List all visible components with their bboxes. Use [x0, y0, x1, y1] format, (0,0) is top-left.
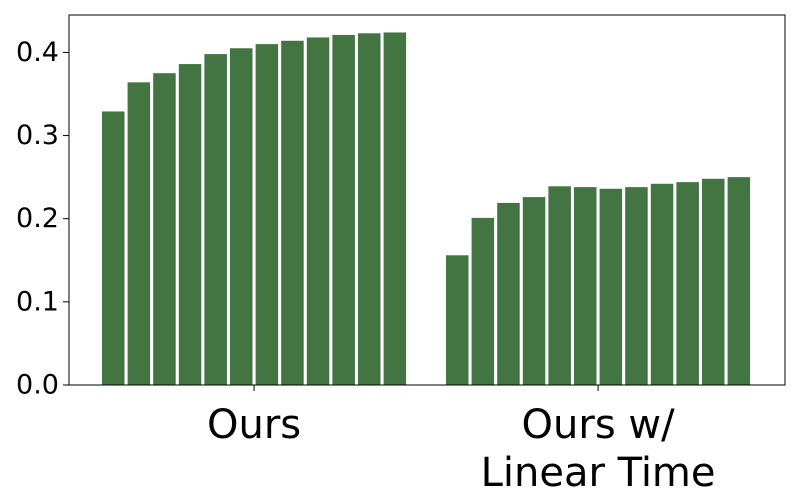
- y-tick-label: 0.0: [16, 370, 59, 401]
- bar-g2-1: [446, 255, 469, 385]
- x-axis: Ours Ours w/Linear Time: [207, 385, 716, 496]
- bar-g1-6: [230, 48, 253, 386]
- y-tick-label: 0.1: [16, 286, 59, 317]
- bar-g1-2: [127, 82, 151, 385]
- bar-g2-7: [599, 188, 623, 385]
- bar-g1-10: [332, 34, 355, 386]
- bar-g1-11: [358, 33, 381, 385]
- bar-g2-12: [727, 177, 751, 385]
- bar-g1-7: [255, 44, 279, 385]
- bar-g2-2: [471, 217, 495, 385]
- y-tick-label: 0.4: [16, 37, 59, 68]
- bar-g1-1: [102, 111, 125, 386]
- group-label: Ours w/: [522, 402, 676, 448]
- group-label: Linear Time: [481, 450, 716, 496]
- y-axis: 0.0 0.1 0.2 0.3 0.4: [16, 37, 69, 401]
- bar-g2-9: [650, 183, 674, 385]
- bar-g2-4: [522, 197, 546, 385]
- bar-g1-12: [383, 32, 407, 386]
- bar-g2-5: [548, 186, 571, 385]
- bars-layer: [102, 32, 751, 386]
- group-label: Ours: [207, 402, 301, 448]
- bar-g2-6: [574, 187, 597, 385]
- bar-g2-11: [702, 178, 725, 385]
- bar-g1-4: [178, 64, 202, 385]
- bar-g2-3: [497, 202, 520, 385]
- bar-g2-10: [676, 182, 699, 385]
- y-tick-label: 0.2: [16, 203, 59, 234]
- plot-frame: [68, 14, 786, 386]
- bar-g2-8: [625, 187, 648, 385]
- bar-g1-8: [281, 40, 304, 386]
- bar-g1-9: [306, 37, 330, 386]
- bar-g1-5: [204, 54, 227, 386]
- bar-g1-3: [153, 73, 176, 386]
- y-tick-label: 0.3: [16, 120, 59, 151]
